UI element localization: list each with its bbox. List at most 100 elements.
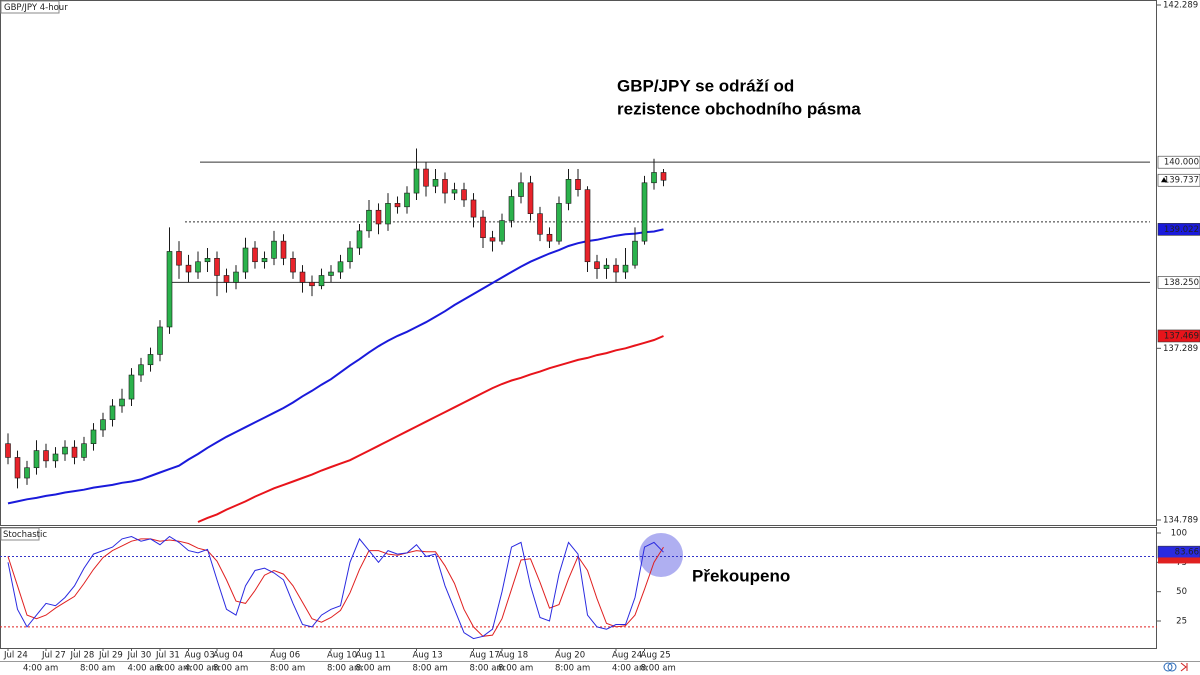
x-tick-label: Aug 17 — [470, 651, 500, 661]
candle-body — [128, 374, 135, 400]
x-tick-label: Aug 06 — [270, 651, 300, 661]
series-line — [197, 335, 664, 523]
price-label: 139.737 — [1164, 176, 1199, 186]
candle-body — [62, 446, 68, 455]
stochastic-title: Stochastic — [3, 530, 47, 540]
candle-body — [432, 179, 439, 187]
x-tick-label: Aug 10 — [327, 651, 357, 661]
series-label-box — [1157, 329, 1200, 343]
candle-body — [404, 192, 410, 208]
series-label: 139.022 — [1164, 225, 1199, 235]
x-tick-label: 4:00 am — [612, 664, 647, 674]
candle-body — [43, 450, 49, 462]
x-tick-label: 8:00 am — [470, 664, 505, 674]
level-label-box — [1157, 155, 1200, 169]
candle-body — [195, 261, 201, 273]
stoch-title-box — [0, 527, 40, 541]
x-tick-label: 4:00 am — [185, 664, 220, 674]
candle-body — [632, 240, 638, 266]
candle-body — [594, 261, 600, 269]
x-tick-label: Jul 31 — [155, 651, 180, 661]
y-tick-label: 25 — [1176, 617, 1187, 627]
x-tick-label: Jul 24 — [3, 651, 28, 661]
candle-body — [489, 237, 496, 242]
candle-body — [603, 264, 610, 269]
y-tick-label: 142.289 — [1163, 1, 1198, 11]
candle-body — [290, 258, 296, 273]
x-tick-label: Aug 18 — [498, 651, 528, 661]
candle-body — [223, 275, 230, 283]
candle-body — [90, 429, 97, 445]
icon[interactable] — [1167, 662, 1177, 672]
annotation: GBP/JPY se odráží od — [617, 76, 794, 95]
candle-body — [233, 271, 239, 283]
x-tick-label: Jul 28 — [70, 651, 95, 661]
level-label: 140.000 — [1164, 158, 1199, 168]
candle-body — [166, 251, 173, 328]
candle-body — [271, 240, 277, 259]
candle-body — [138, 364, 144, 376]
candle-body — [261, 258, 268, 263]
x-tick-label: 8:00 am — [555, 664, 590, 674]
highlight-circle — [639, 533, 683, 577]
candle-body — [461, 189, 467, 201]
icon[interactable] — [1163, 662, 1173, 672]
candle-body — [470, 199, 477, 218]
y-tick-label: 134.789 — [1163, 515, 1198, 525]
candle-body — [565, 179, 572, 204]
level-label-box — [1157, 276, 1200, 289]
candle-body — [375, 209, 382, 225]
candle-body — [214, 258, 220, 276]
candle-body — [14, 457, 21, 479]
x-tick-label: 4:00 am — [23, 664, 58, 674]
candle-body — [337, 261, 344, 273]
icon[interactable] — [1180, 662, 1188, 672]
level-swatch — [1158, 557, 1200, 564]
y-tick-label: 50 — [1176, 587, 1187, 597]
y-tick-label: 137.289 — [1163, 344, 1198, 354]
candle-body — [651, 172, 657, 184]
candle-body — [318, 275, 325, 287]
series-line — [7, 228, 664, 505]
candle-body — [537, 213, 543, 235]
candle-body — [176, 251, 182, 266]
candle-body — [413, 168, 420, 194]
candle-body — [252, 247, 258, 263]
candle-body — [556, 203, 562, 242]
annotation: Překoupeno — [692, 566, 790, 585]
candle-body — [575, 179, 581, 190]
x-tick-label: 4:00 am — [128, 664, 163, 674]
candle-body — [204, 258, 211, 263]
candle-body — [385, 203, 391, 225]
x-tick-label: Aug 04 — [213, 651, 243, 661]
candle-body — [366, 209, 372, 232]
series-line — [7, 538, 664, 637]
candle-body — [442, 179, 448, 194]
candle-body — [309, 282, 315, 287]
candle-body — [518, 182, 524, 197]
title-box — [0, 0, 60, 14]
corner-icons[interactable] — [1163, 662, 1188, 672]
candle-body — [499, 220, 505, 242]
candle-body — [347, 247, 353, 263]
candle-body — [546, 233, 553, 242]
x-tick-label: 8:00 am — [327, 664, 362, 674]
candle-body — [394, 203, 401, 208]
candle-body — [52, 453, 59, 462]
candle-body — [81, 443, 87, 458]
candle-body — [185, 264, 192, 273]
y-tick-label: 100 — [1171, 528, 1187, 538]
candle-body — [508, 196, 515, 221]
x-tick-label: Aug 11 — [356, 651, 386, 661]
candle-body — [480, 216, 486, 239]
x-tick-label: Jul 29 — [98, 651, 123, 661]
candle-body — [423, 168, 429, 187]
main-panel-border — [0, 0, 1157, 526]
stochastic-panel-border — [0, 527, 1157, 649]
candle-body — [5, 443, 11, 458]
series-label: 137.469 — [1164, 331, 1199, 341]
x-tick-label: Jul 27 — [41, 651, 66, 661]
candle-body — [100, 419, 106, 431]
